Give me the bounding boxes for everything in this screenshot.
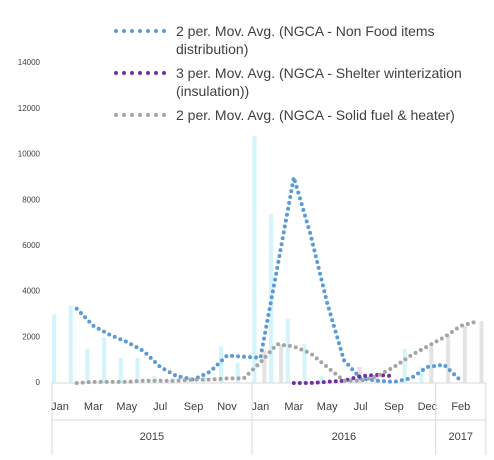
bar <box>118 357 123 383</box>
y-tick-label: 14000 <box>18 58 41 67</box>
bar <box>185 380 190 383</box>
y-tick-label: 0 <box>36 378 41 387</box>
bar <box>285 319 290 383</box>
bar <box>446 335 451 383</box>
legend-swatch <box>114 113 174 117</box>
legend-label: 2 per. Mov. Avg. (NGCA - Non Food items … <box>176 23 435 57</box>
bar <box>319 376 324 383</box>
bar <box>419 367 424 383</box>
bar <box>335 380 340 383</box>
x-tick-label: Sep <box>184 401 204 413</box>
y-tick-label: 12000 <box>18 104 41 113</box>
x-tick-label: Nov <box>217 401 237 413</box>
bar <box>279 344 284 383</box>
bar <box>235 362 240 383</box>
moving-average-line <box>291 372 396 385</box>
bar <box>402 348 407 383</box>
moving-average-line <box>74 319 480 385</box>
x-tick-label: Jan <box>51 401 69 413</box>
x-tick-label: May <box>116 401 137 413</box>
legend-item: 2 per. Mov. Avg. (NGCA - Non Food items … <box>112 22 494 58</box>
x-tick-label: Jan <box>252 401 270 413</box>
bar <box>52 314 56 383</box>
bar <box>168 380 173 383</box>
legend-swatch <box>114 71 174 75</box>
bar <box>135 357 140 383</box>
moving-average-line <box>74 176 463 384</box>
group-label: 2017 <box>449 431 473 443</box>
bar <box>374 376 379 383</box>
bar <box>68 305 73 383</box>
bar <box>102 337 107 383</box>
x-tick-label: Jul <box>153 401 167 413</box>
y-tick-label: 6000 <box>22 241 40 250</box>
bar <box>85 348 90 383</box>
x-tick-label: Jul <box>354 401 368 413</box>
group-label: 2015 <box>140 431 164 443</box>
legend: 2 per. Mov. Avg. (NGCA - Non Food items … <box>112 22 494 130</box>
bar <box>429 346 434 383</box>
legend-label: 2 per. Mov. Avg. (NGCA - Solid fuel & he… <box>176 107 455 123</box>
bar <box>262 351 267 383</box>
bar <box>252 136 257 383</box>
bar <box>302 344 307 383</box>
bar <box>479 321 484 383</box>
y-tick-label: 4000 <box>22 287 40 296</box>
x-tick-label: Dec <box>418 401 438 413</box>
x-tick-label: Mar <box>284 401 303 413</box>
bar <box>219 346 223 383</box>
x-tick-label: Feb <box>451 401 470 413</box>
x-tick-label: May <box>317 401 338 413</box>
legend-item: 3 per. Mov. Avg. (NGCA - Shelter winteri… <box>112 64 494 100</box>
legend-swatch <box>114 29 174 33</box>
bar <box>462 325 467 383</box>
group-label: 2016 <box>332 431 356 443</box>
y-tick-label: 8000 <box>22 195 40 204</box>
bar <box>352 380 357 383</box>
y-tick-label: 2000 <box>22 332 40 341</box>
legend-item: 2 per. Mov. Avg. (NGCA - Solid fuel & he… <box>112 106 494 124</box>
y-tick-label: 10000 <box>18 150 41 159</box>
x-tick-label: Mar <box>84 401 103 413</box>
x-tick-label: Sep <box>384 401 404 413</box>
legend-label: 3 per. Mov. Avg. (NGCA - Shelter winteri… <box>176 65 462 99</box>
